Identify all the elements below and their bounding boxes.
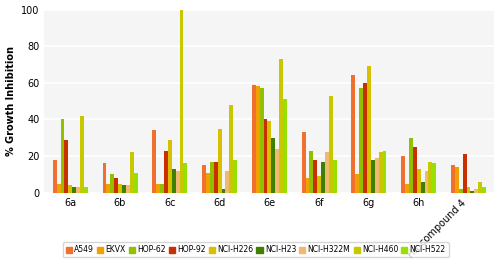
Bar [363,83,367,193]
Bar [252,85,256,193]
Bar [283,99,287,193]
Bar [76,187,80,193]
Bar [184,164,188,193]
Bar [466,187,470,193]
Bar [317,176,321,193]
Bar [413,147,417,193]
Bar [279,59,283,193]
Bar [371,160,375,193]
Bar [172,169,176,193]
Y-axis label: % Growth Inhibition: % Growth Inhibition [6,46,16,156]
Bar [218,129,222,193]
Bar [160,183,164,193]
Bar [260,88,264,193]
Bar [130,153,134,193]
Bar [118,183,122,193]
Bar [409,138,413,193]
Bar [378,153,382,193]
Bar [68,185,72,193]
Bar [459,189,462,193]
Bar [180,10,184,193]
Bar [352,76,356,193]
Bar [56,183,60,193]
Bar [329,96,333,193]
Bar [214,162,218,193]
Bar [168,140,172,193]
Bar [367,66,371,193]
Bar [114,178,118,193]
Bar [156,183,160,193]
Bar [152,130,156,193]
Bar [122,185,126,193]
Bar [321,162,325,193]
Bar [417,169,420,193]
Bar [310,151,314,193]
Bar [424,171,428,193]
Bar [226,171,230,193]
Bar [256,87,260,193]
Bar [356,174,360,193]
Bar [470,191,474,193]
Bar [268,121,272,193]
Bar [455,167,459,193]
Bar [420,182,424,193]
Bar [302,132,306,193]
Bar [451,165,455,193]
Bar [333,160,336,193]
Bar [264,119,268,193]
Bar [102,164,106,193]
Bar [272,138,275,193]
Bar [53,160,56,193]
Bar [106,183,110,193]
Bar [206,173,210,193]
Bar [474,189,478,193]
Bar [233,160,237,193]
Legend: A549, EKVX, HOP-62, HOP-92, NCI-H226, NCI-H23, NCI-H322M, NCI-H460, NCI-H522: A549, EKVX, HOP-62, HOP-92, NCI-H226, NC… [63,242,449,257]
Bar [84,187,87,193]
Bar [210,162,214,193]
Bar [64,140,68,193]
Bar [80,116,84,193]
Bar [462,154,466,193]
Bar [382,151,386,193]
Bar [164,151,168,193]
Bar [360,88,363,193]
Bar [482,187,486,193]
Bar [275,149,279,193]
Bar [230,105,233,193]
Bar [478,182,482,193]
Bar [405,183,409,193]
Bar [402,156,405,193]
Bar [222,189,226,193]
Bar [202,165,206,193]
Bar [432,164,436,193]
Bar [134,173,138,193]
Bar [110,174,114,193]
Bar [428,162,432,193]
Bar [72,187,76,193]
Bar [176,171,180,193]
Bar [325,153,329,193]
Bar [375,158,378,193]
Bar [314,160,317,193]
Bar [60,119,64,193]
Bar [126,185,130,193]
Bar [306,178,310,193]
